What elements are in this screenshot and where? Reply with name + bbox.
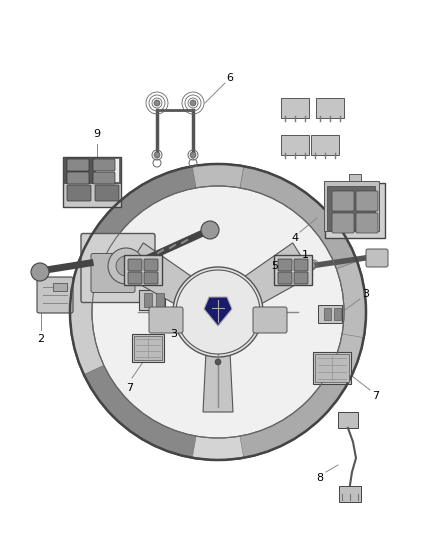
Circle shape	[215, 359, 221, 365]
FancyBboxPatch shape	[67, 159, 89, 171]
FancyBboxPatch shape	[316, 98, 344, 118]
FancyBboxPatch shape	[156, 293, 164, 307]
Polygon shape	[203, 312, 233, 412]
FancyBboxPatch shape	[144, 272, 158, 284]
FancyBboxPatch shape	[325, 182, 385, 238]
FancyBboxPatch shape	[132, 334, 164, 362]
Circle shape	[70, 164, 366, 460]
FancyBboxPatch shape	[311, 135, 339, 155]
FancyBboxPatch shape	[95, 185, 119, 201]
Text: 7: 7	[127, 383, 134, 393]
FancyBboxPatch shape	[278, 259, 292, 271]
Wedge shape	[336, 261, 366, 338]
Circle shape	[31, 263, 49, 281]
Wedge shape	[240, 166, 357, 269]
Circle shape	[190, 100, 196, 106]
Text: 4: 4	[291, 233, 299, 243]
FancyBboxPatch shape	[324, 181, 378, 231]
FancyBboxPatch shape	[128, 259, 142, 271]
Wedge shape	[240, 365, 352, 458]
Wedge shape	[84, 365, 196, 458]
Circle shape	[173, 267, 263, 357]
FancyBboxPatch shape	[128, 272, 142, 284]
FancyBboxPatch shape	[93, 159, 115, 171]
FancyBboxPatch shape	[332, 213, 354, 233]
FancyBboxPatch shape	[149, 307, 183, 333]
FancyBboxPatch shape	[338, 412, 358, 428]
FancyBboxPatch shape	[339, 486, 361, 502]
FancyBboxPatch shape	[356, 213, 378, 233]
Circle shape	[176, 270, 260, 354]
FancyBboxPatch shape	[274, 255, 312, 285]
Polygon shape	[123, 243, 226, 324]
Text: 3: 3	[363, 289, 370, 299]
FancyBboxPatch shape	[37, 277, 73, 313]
Text: 5: 5	[272, 261, 279, 271]
FancyBboxPatch shape	[81, 233, 155, 303]
FancyBboxPatch shape	[124, 255, 162, 285]
FancyBboxPatch shape	[333, 308, 340, 320]
Wedge shape	[332, 286, 366, 375]
FancyBboxPatch shape	[281, 98, 309, 118]
FancyBboxPatch shape	[349, 174, 361, 182]
Circle shape	[190, 152, 196, 158]
FancyBboxPatch shape	[91, 254, 135, 293]
Polygon shape	[211, 243, 313, 324]
Text: 8: 8	[316, 473, 324, 483]
Polygon shape	[204, 297, 232, 326]
FancyBboxPatch shape	[294, 272, 308, 284]
FancyBboxPatch shape	[67, 172, 89, 184]
Text: 7: 7	[372, 391, 380, 401]
Text: 2: 2	[37, 334, 45, 344]
FancyBboxPatch shape	[95, 158, 119, 182]
Circle shape	[116, 256, 136, 276]
FancyBboxPatch shape	[327, 186, 375, 230]
FancyBboxPatch shape	[63, 157, 121, 207]
FancyBboxPatch shape	[63, 157, 121, 183]
Circle shape	[201, 221, 219, 239]
FancyBboxPatch shape	[324, 308, 331, 320]
FancyBboxPatch shape	[253, 307, 287, 333]
FancyBboxPatch shape	[144, 259, 158, 271]
Wedge shape	[70, 261, 104, 375]
FancyBboxPatch shape	[318, 305, 342, 323]
FancyBboxPatch shape	[281, 135, 309, 155]
Wedge shape	[79, 166, 196, 269]
Text: 6: 6	[226, 73, 233, 83]
FancyBboxPatch shape	[67, 185, 91, 201]
FancyBboxPatch shape	[93, 172, 115, 184]
FancyBboxPatch shape	[313, 352, 351, 384]
FancyBboxPatch shape	[278, 272, 292, 284]
FancyBboxPatch shape	[294, 259, 308, 271]
FancyBboxPatch shape	[315, 354, 349, 382]
Wedge shape	[192, 164, 244, 188]
Circle shape	[108, 248, 144, 284]
FancyBboxPatch shape	[356, 191, 378, 211]
Text: 9: 9	[93, 129, 101, 139]
Circle shape	[154, 100, 160, 106]
FancyBboxPatch shape	[144, 293, 152, 307]
Text: 1: 1	[301, 250, 308, 260]
FancyBboxPatch shape	[134, 336, 162, 360]
Circle shape	[154, 152, 160, 158]
FancyBboxPatch shape	[332, 191, 354, 211]
Text: 3: 3	[170, 329, 177, 339]
FancyBboxPatch shape	[366, 249, 388, 267]
FancyBboxPatch shape	[139, 290, 165, 310]
Circle shape	[92, 186, 344, 438]
Circle shape	[305, 261, 315, 271]
FancyBboxPatch shape	[53, 283, 67, 291]
